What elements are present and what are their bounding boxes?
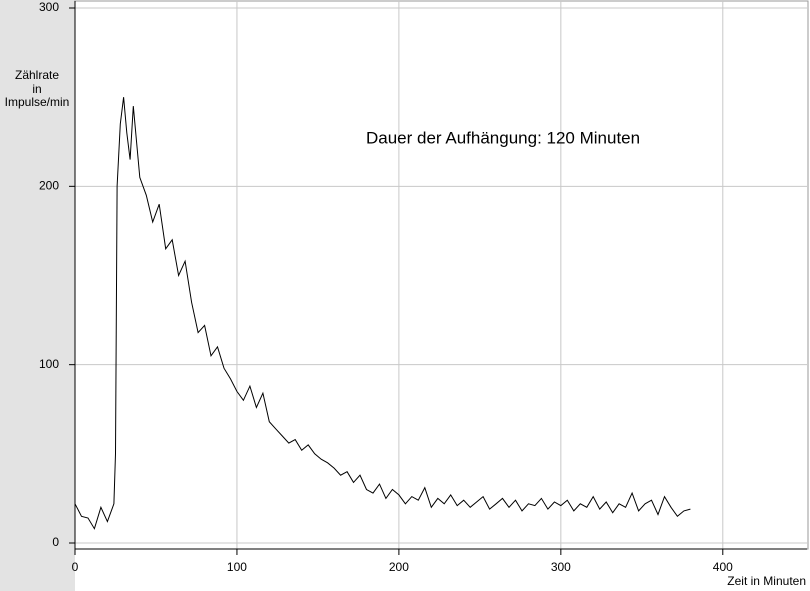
y-label: Impulse/min (5, 95, 70, 109)
x-tick-label: 200 (389, 560, 409, 574)
annotation: Dauer der Aufhängung: 120 Minuten (366, 128, 640, 147)
x-tick-label: 100 (227, 560, 247, 574)
y-label: in (32, 82, 41, 96)
x-tick-label: 0 (72, 560, 79, 574)
side-panel (0, 0, 75, 591)
x-tick-label: 400 (713, 560, 733, 574)
y-tick-label: 300 (39, 0, 59, 14)
x-tick-label: 300 (551, 560, 571, 574)
x-label: Zeit in Minuten (727, 574, 806, 588)
y-label: Zählrate (15, 68, 59, 82)
data-line (74, 97, 691, 530)
y-tick-label: 0 (52, 535, 59, 549)
y-tick-label: 200 (39, 179, 59, 193)
plot-area (74, 0, 809, 550)
y-tick-label: 100 (39, 357, 59, 371)
